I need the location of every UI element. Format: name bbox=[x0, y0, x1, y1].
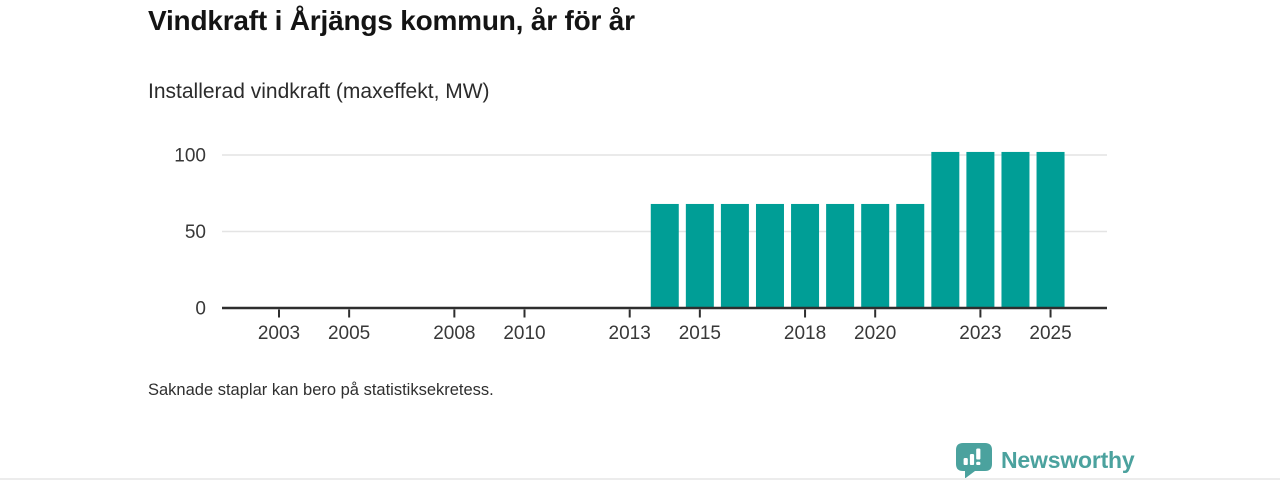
bottom-divider bbox=[0, 478, 1280, 480]
x-tick-label-2020: 2020 bbox=[854, 323, 896, 344]
newsworthy-logo-text: Newsworthy bbox=[1001, 446, 1135, 473]
y-tick-label-0: 0 bbox=[195, 299, 206, 320]
page-title: Vindkraft i Årjängs kommun, år för år bbox=[148, 5, 635, 36]
x-tick-label-2023: 2023 bbox=[959, 323, 1001, 344]
speech-bubble-bar-chart-icon bbox=[956, 443, 992, 478]
bar-2024 bbox=[1001, 151, 1030, 308]
x-tick-label-2003: 2003 bbox=[258, 323, 300, 344]
x-tick-label-2005: 2005 bbox=[328, 323, 370, 344]
y-tick-label-50: 50 bbox=[185, 222, 206, 243]
chart-footnote: Saknade staplar kan bero på statistiksek… bbox=[148, 381, 494, 399]
bar-2020 bbox=[861, 203, 890, 308]
bar-2016 bbox=[720, 203, 749, 308]
y-tick-label-100: 100 bbox=[174, 146, 206, 167]
bar-2022 bbox=[931, 151, 960, 308]
x-tick-label-2013: 2013 bbox=[609, 323, 651, 344]
bar-2017 bbox=[755, 203, 784, 308]
x-tick-label-2018: 2018 bbox=[784, 323, 826, 344]
bar-2023 bbox=[966, 151, 995, 308]
x-tick-label-2025: 2025 bbox=[1029, 323, 1071, 344]
bar-2018 bbox=[791, 203, 820, 308]
bar-2025 bbox=[1036, 151, 1065, 308]
newsworthy-logo: Newsworthy bbox=[956, 442, 1135, 478]
x-tick-label-2010: 2010 bbox=[503, 323, 545, 344]
bar-2015 bbox=[685, 203, 714, 308]
chart-subtitle: Installerad vindkraft (maxeffekt, MW) bbox=[148, 80, 490, 103]
bar-2021 bbox=[896, 203, 925, 308]
bar-2014 bbox=[650, 203, 679, 308]
bar-2019 bbox=[826, 203, 855, 308]
x-tick-label-2008: 2008 bbox=[433, 323, 475, 344]
x-tick-label-2015: 2015 bbox=[679, 323, 721, 344]
